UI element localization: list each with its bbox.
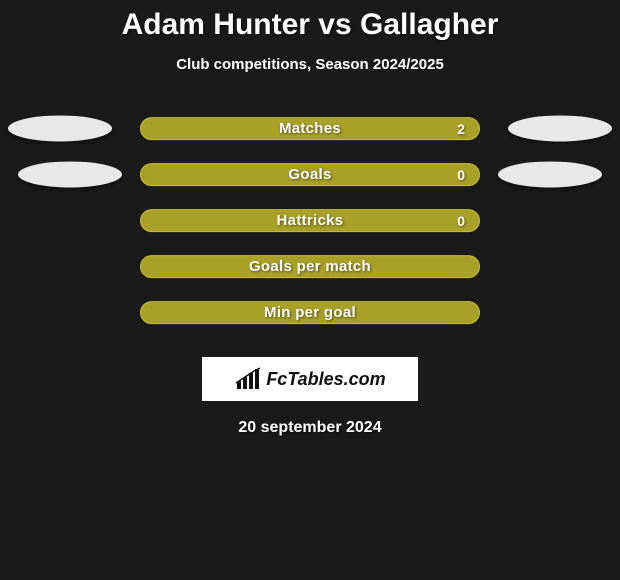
stat-row: Min per goal: [0, 291, 620, 337]
left-ellipse: [18, 161, 122, 187]
stat-value: 2: [457, 121, 465, 137]
stat-label: Hattricks: [277, 212, 344, 229]
brand-text: FcTables.com: [266, 369, 385, 390]
date-text: 20 september 2024: [0, 419, 620, 437]
stat-value: 0: [457, 213, 465, 229]
right-ellipse: [508, 115, 612, 141]
stat-bar: Goals per match: [140, 255, 480, 278]
brand-box: FcTables.com: [202, 357, 418, 401]
chart-icon: [234, 367, 262, 391]
subtitle: Club competitions, Season 2024/2025: [0, 56, 620, 73]
stat-row: Goals per match: [0, 245, 620, 291]
left-ellipse: [8, 115, 112, 141]
stat-label: Matches: [279, 120, 341, 137]
stat-value: 0: [457, 167, 465, 183]
stat-row: Goals 0: [0, 153, 620, 199]
stat-label: Goals per match: [249, 258, 371, 275]
stat-bar: Hattricks 0: [140, 209, 480, 232]
stat-label: Min per goal: [264, 304, 356, 321]
stat-label: Goals: [288, 166, 331, 183]
stat-row: Matches 2: [0, 107, 620, 153]
stats-chart: Matches 2 Goals 0 Hattricks 0 Goals per match M…: [0, 107, 620, 337]
stat-row: Hattricks 0: [0, 199, 620, 245]
stat-bar: Matches 2: [140, 117, 480, 140]
stat-bar: Goals 0: [140, 163, 480, 186]
stat-bar: Min per goal: [140, 301, 480, 324]
right-ellipse: [498, 161, 602, 187]
page-title: Adam Hunter vs Gallagher: [0, 0, 620, 42]
